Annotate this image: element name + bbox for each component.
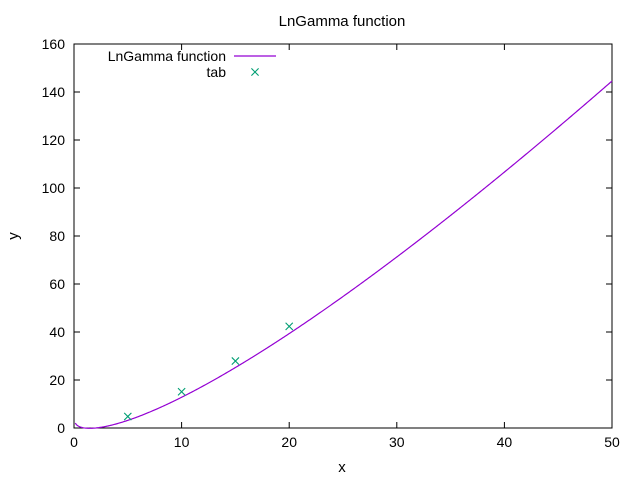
legend: LnGamma function tab — [108, 48, 276, 80]
x-tick-label: 10 — [174, 434, 190, 450]
lngamma-curve — [74, 80, 613, 429]
legend-marker-tab — [251, 68, 259, 76]
y-tick-label: 0 — [57, 420, 65, 436]
y-tick-label: 160 — [42, 36, 66, 52]
legend-label-lngamma: LnGamma function — [108, 48, 226, 64]
x-tick-label: 20 — [281, 434, 297, 450]
tab-point — [231, 357, 240, 366]
y-tick-label: 80 — [49, 228, 65, 244]
legend-label-tab: tab — [207, 64, 227, 80]
plot-area: 0 10 20 30 40 50 0 20 40 60 80 100 120 140 160 — [42, 36, 620, 450]
y-axis-label: y — [5, 232, 22, 240]
x-tick-label: 30 — [389, 434, 405, 450]
plot-frame — [73, 43, 613, 429]
chart-title: LnGamma function — [279, 13, 406, 30]
x-tick-label: 50 — [604, 434, 620, 450]
x-tick-label: 0 — [70, 434, 78, 450]
tab-point — [177, 387, 186, 396]
y-tick-label: 120 — [42, 132, 66, 148]
x-tick-label: 40 — [497, 434, 513, 450]
y-tick-label: 40 — [49, 324, 65, 340]
legend-x-marker — [251, 68, 259, 76]
y-tick-label: 60 — [49, 276, 65, 292]
y-tick-label: 140 — [42, 84, 66, 100]
tab-point — [123, 412, 132, 421]
tab-point — [285, 322, 294, 331]
y-tick-label: 20 — [49, 372, 65, 388]
x-axis-label: x — [338, 459, 346, 476]
y-tick-label: 100 — [42, 180, 66, 196]
